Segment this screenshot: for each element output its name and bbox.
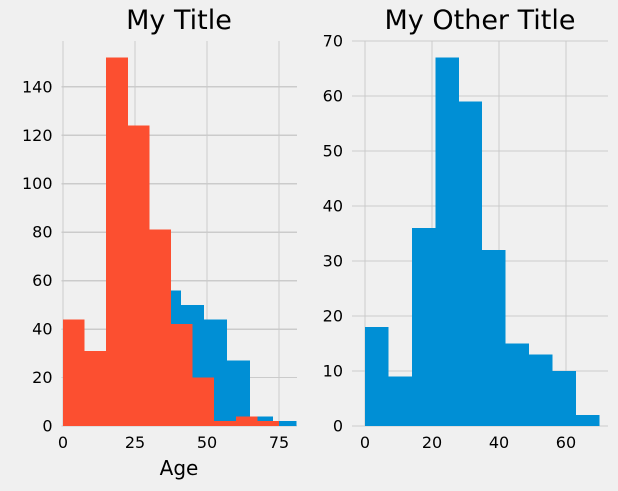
y-tick-label: 140 [22, 77, 53, 96]
histogram-bar [411, 228, 436, 426]
histogram-bar [257, 421, 279, 426]
y-tick-label: 70 [323, 32, 343, 51]
histogram-bar [435, 57, 459, 426]
y-tick-label: 40 [32, 320, 52, 339]
histogram-bar [214, 421, 236, 426]
y-tick-label: 50 [323, 142, 343, 161]
histogram-bar [84, 350, 107, 426]
y-tick-label: 20 [32, 368, 52, 387]
y-tick-label: 80 [32, 223, 52, 242]
x-tick-label: 0 [58, 433, 68, 452]
y-tick-label: 10 [323, 362, 343, 381]
y-tick-label: 120 [22, 126, 53, 145]
x-tick-label: 75 [269, 433, 289, 452]
x-tick-label: 20 [422, 433, 442, 452]
y-tick-label: 100 [22, 174, 53, 193]
y-tick-label: 30 [323, 252, 343, 271]
histogram-bar [149, 229, 171, 426]
x-tick-label: 40 [489, 433, 509, 452]
histogram-bar [127, 125, 150, 426]
histogram-bar [273, 421, 297, 426]
histogram-bar [170, 324, 193, 426]
left-chart-title: My Title [126, 5, 232, 36]
histogram-bar [576, 415, 600, 426]
x-tick-label: 60 [556, 433, 576, 452]
histogram-bar [482, 250, 506, 426]
histogram-bar [505, 343, 530, 426]
histogram-bar [192, 377, 215, 426]
histogram-bar [62, 319, 85, 426]
left-x-axis-label: Age [159, 456, 199, 480]
right-chart-title: My Other Title [384, 5, 576, 36]
histogram-bar [529, 354, 553, 426]
histogram-bar [388, 376, 412, 426]
histogram-bar [458, 101, 483, 426]
histogram-bar [235, 416, 258, 426]
histogram-bar [552, 371, 577, 426]
y-tick-label: 60 [323, 87, 343, 106]
histogram-bar [227, 360, 251, 426]
y-tick-label: 40 [323, 197, 343, 216]
x-tick-label: 25 [125, 433, 145, 452]
y-tick-label: 60 [32, 271, 52, 290]
histogram-bar [364, 327, 389, 426]
y-tick-label: 0 [42, 417, 52, 436]
x-tick-label: 50 [197, 433, 217, 452]
histogram-bar [106, 57, 128, 426]
y-tick-label: 20 [323, 307, 343, 326]
x-tick-label: 0 [360, 433, 370, 452]
y-tick-label: 0 [333, 417, 343, 436]
